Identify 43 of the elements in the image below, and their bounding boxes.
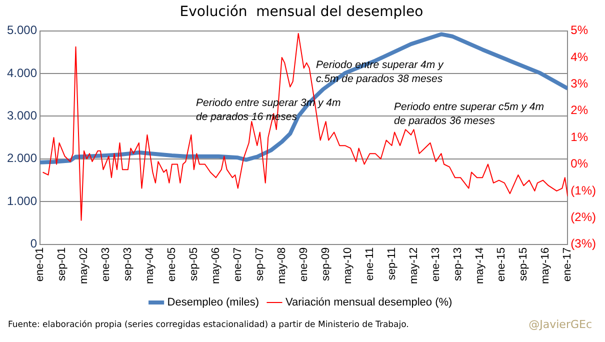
source-note: Fuente: elaboración propia (series corregidas estacionalidad) a partir de Ministerio de Trabajo.	[8, 320, 409, 330]
y2-tick-label: 1%	[570, 130, 588, 144]
x-tick-label: ene-03	[100, 247, 112, 282]
x-tick-label: sep-03	[122, 247, 134, 281]
x-tick-label: may-12	[408, 247, 420, 284]
x-tick-label: may-16	[540, 247, 552, 284]
chart-title: Evolución mensual del desempleo	[180, 4, 424, 20]
x-tick-label: may-06	[210, 247, 222, 284]
x-tick-label: may-14	[474, 247, 486, 284]
x-tick-label: may-08	[276, 247, 288, 284]
y2-tick-label: (3%)	[570, 236, 596, 251]
y-tick-label: 2.000	[7, 151, 38, 166]
x-tick-label: sep-09	[320, 247, 332, 281]
y2-tick-label: 5%	[570, 23, 588, 38]
x-tick-label: ene-11	[364, 247, 376, 281]
y2-tick-label: (2%)	[570, 210, 596, 224]
x-tick-label: ene-07	[232, 247, 244, 282]
text: @JavierGEc	[528, 318, 592, 331]
y2-tick-label: 3%	[570, 76, 588, 90]
legend-label: Variación mensual desempleo (%)	[285, 296, 452, 309]
y-tick-label: 4.000	[7, 66, 38, 80]
y-tick-label: 1.000	[7, 194, 38, 208]
x-tick-label: sep-11	[386, 247, 398, 280]
annotation: Periodo entre superar c5m y 4m de parados 36 meses	[394, 100, 544, 128]
x-tick-label: may-10	[342, 247, 354, 284]
x-tick-label: may-04	[144, 247, 156, 284]
x-tick-label: sep-15	[518, 247, 530, 281]
x-tick-label: ene-15	[496, 247, 508, 282]
x-tick-label: sep-13	[452, 247, 464, 281]
x-tick-label: sep-01	[56, 247, 68, 281]
x-tick-label: may-02	[78, 247, 90, 284]
y-tick-label: 3.000	[7, 108, 38, 123]
x-tick-label: ene-13	[430, 247, 442, 282]
x-tick-label: sep-07	[254, 247, 266, 281]
y2-tick-label: 4%	[570, 50, 588, 64]
x-tick-label: ene-05	[166, 247, 178, 282]
legend-label: Desempleo (miles)	[167, 296, 260, 309]
x-tick-label: ene-09	[298, 247, 310, 282]
x-tick-label: sep-05	[188, 247, 200, 281]
y2-tick-label: 0%	[570, 156, 588, 171]
y2-tick-label: 2%	[570, 103, 588, 118]
y-tick-label: 5.000	[7, 23, 38, 38]
y2-tick-label: (1%)	[570, 183, 596, 198]
